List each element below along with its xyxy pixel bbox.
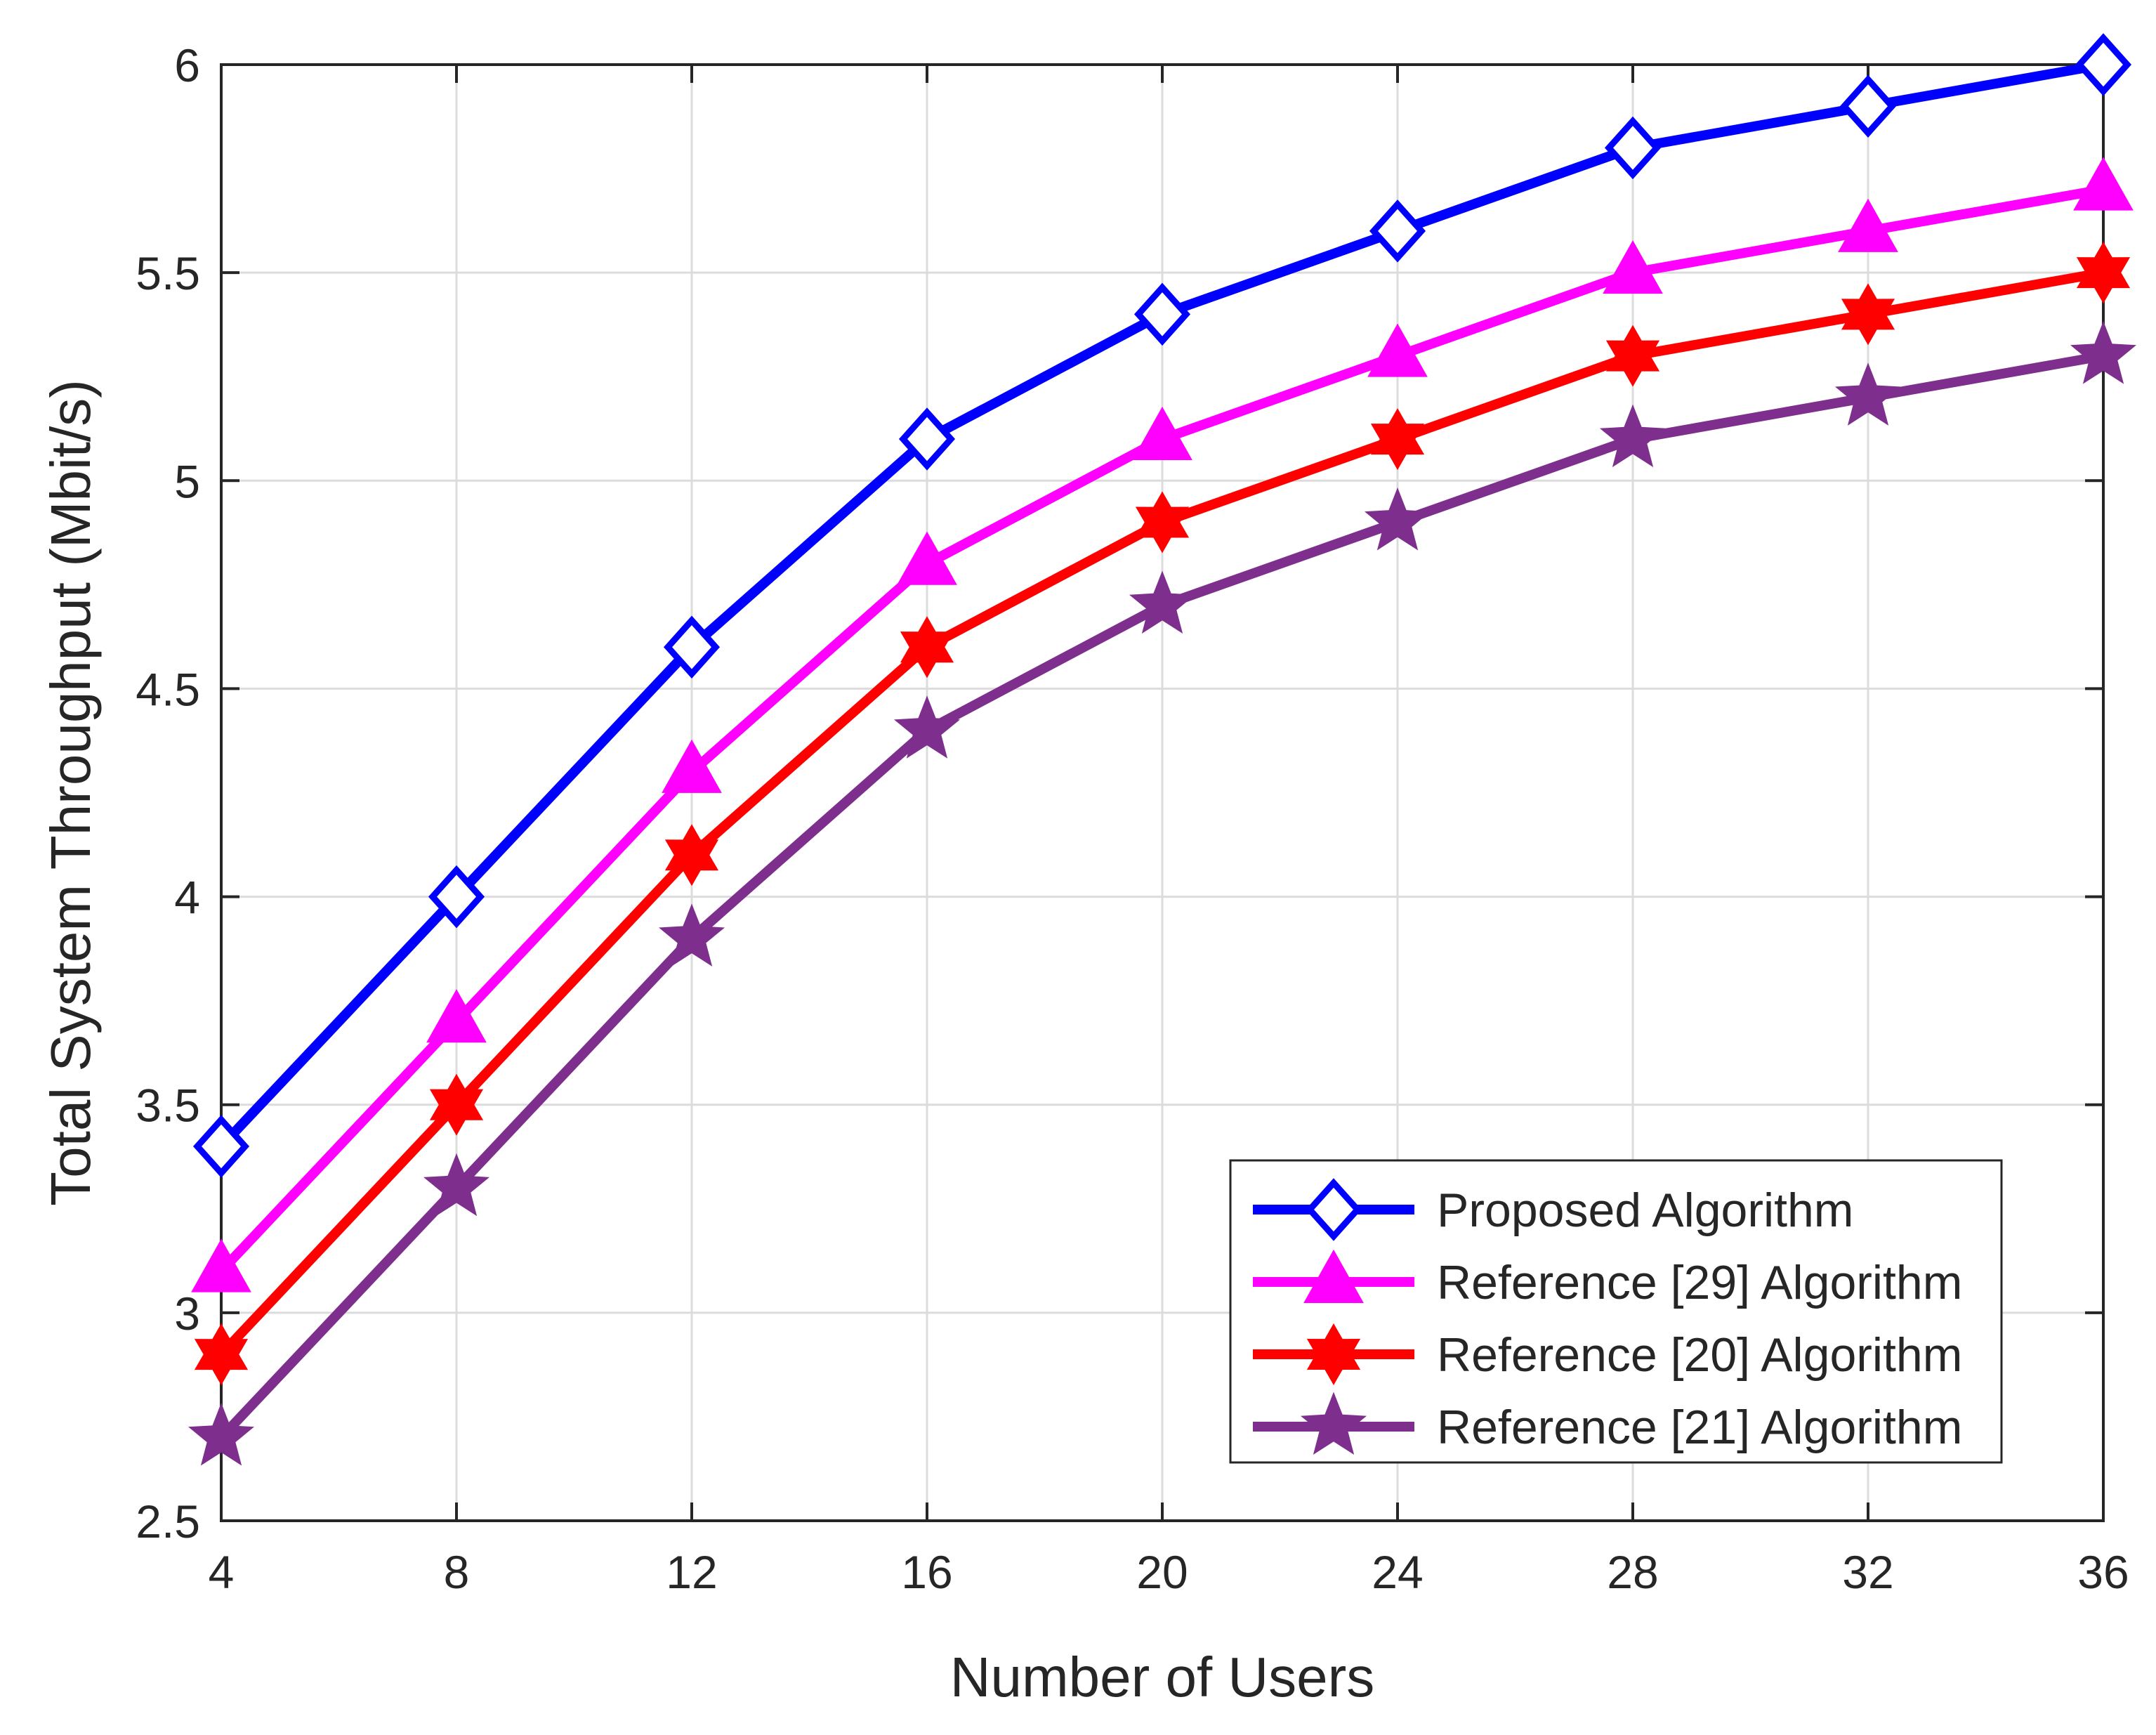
data-point-diamond bbox=[1839, 74, 1897, 138]
data-point-pentagram bbox=[2070, 321, 2137, 384]
data-point-diamond bbox=[1133, 282, 1191, 346]
x-tick-label: 4 bbox=[209, 1546, 235, 1598]
x-axis-label: Number of Users bbox=[950, 1646, 1375, 1708]
data-point-hexagram bbox=[1841, 283, 1895, 346]
data-point-diamond bbox=[1604, 116, 1662, 180]
data-point-triangle bbox=[2073, 157, 2134, 211]
legend-label: Reference [21] Algorithm bbox=[1437, 1401, 1962, 1454]
x-tick-label: 24 bbox=[1372, 1546, 1423, 1598]
data-point-diamond bbox=[898, 407, 956, 471]
data-point-hexagram bbox=[429, 1073, 484, 1136]
x-axis: 4 8 12 16 20 24 28 32 36 bbox=[209, 65, 2129, 1598]
x-tick-label: 32 bbox=[1842, 1546, 1893, 1598]
series-1 bbox=[192, 33, 2132, 1178]
data-point-pentagram bbox=[423, 1153, 490, 1217]
legend-entry: Reference [21] Algorithm bbox=[1253, 1392, 1962, 1455]
data-point-triangle bbox=[1367, 323, 1428, 377]
legend-entry: Reference [20] Algorithm bbox=[1253, 1323, 1962, 1386]
data-point-hexagram bbox=[1605, 325, 1660, 387]
data-point-hexagram bbox=[1370, 408, 1425, 471]
data-point-triangle bbox=[426, 989, 487, 1043]
data-point-triangle bbox=[191, 1238, 251, 1292]
data-point-pentagram bbox=[188, 1402, 255, 1466]
legend-marker-pentagram bbox=[1300, 1392, 1367, 1455]
x-tick-label: 36 bbox=[2077, 1546, 2129, 1598]
y-tick-label: 4 bbox=[174, 872, 200, 924]
data-point-hexagram bbox=[1135, 491, 1190, 554]
data-point-pentagram bbox=[658, 903, 725, 967]
data-point-hexagram bbox=[194, 1323, 249, 1386]
data-point-triangle bbox=[662, 739, 722, 793]
x-tick-label: 12 bbox=[666, 1546, 717, 1598]
y-tick-label: 4.5 bbox=[136, 663, 200, 715]
legend-marker-hexagram bbox=[1306, 1323, 1361, 1386]
x-tick-label: 16 bbox=[901, 1546, 952, 1598]
data-point-triangle bbox=[897, 531, 957, 585]
legend-entry: Reference [29] Algorithm bbox=[1253, 1249, 1962, 1309]
data-point-diamond bbox=[1369, 199, 1426, 263]
data-point-pentagram bbox=[1364, 487, 1431, 551]
series-4 bbox=[188, 321, 2137, 1466]
y-tick-label: 6 bbox=[174, 39, 200, 91]
series bbox=[188, 33, 2137, 1466]
data-point-diamond bbox=[2075, 33, 2132, 96]
series-2 bbox=[191, 157, 2134, 1292]
data-point-hexagram bbox=[2076, 242, 2131, 304]
data-point-diamond bbox=[192, 1115, 250, 1178]
data-point-pentagram bbox=[1834, 362, 1902, 426]
data-point-triangle bbox=[1603, 240, 1663, 294]
legend-marker-diamond bbox=[1305, 1178, 1362, 1241]
data-point-triangle bbox=[1838, 198, 1898, 252]
legend: Proposed Algorithm Reference [29] Algorit… bbox=[1229, 1159, 2003, 1464]
y-tick-label: 3 bbox=[174, 1288, 200, 1340]
data-point-diamond bbox=[663, 615, 721, 679]
data-point-hexagram bbox=[664, 824, 719, 886]
y-axis-label: Total System Throughput (Mbit/s) bbox=[39, 379, 102, 1206]
y-tick-label: 2.5 bbox=[136, 1495, 200, 1547]
data-point-pentagram bbox=[893, 695, 961, 759]
y-axis: 2.5 3 3.5 4 4.5 5 5.5 6 bbox=[136, 39, 2103, 1547]
data-point-diamond bbox=[428, 865, 485, 929]
y-tick-label: 3.5 bbox=[136, 1080, 200, 1132]
legend-label: Proposed Algorithm bbox=[1437, 1184, 1853, 1237]
x-tick-label: 20 bbox=[1136, 1546, 1188, 1598]
x-tick-label: 28 bbox=[1607, 1546, 1658, 1598]
data-point-pentagram bbox=[1129, 570, 1196, 634]
y-tick-label: 5 bbox=[174, 455, 200, 507]
legend-marker-triangle bbox=[1303, 1249, 1364, 1303]
x-tick-label: 8 bbox=[444, 1546, 470, 1598]
legend-label: Reference [20] Algorithm bbox=[1437, 1328, 1962, 1382]
series-3 bbox=[194, 242, 2131, 1386]
legend-label: Reference [29] Algorithm bbox=[1437, 1256, 1962, 1309]
data-point-hexagram bbox=[900, 616, 954, 679]
y-tick-label: 5.5 bbox=[136, 247, 200, 299]
data-point-triangle bbox=[1132, 406, 1192, 461]
legend-entry: Proposed Algorithm bbox=[1253, 1178, 1853, 1241]
data-point-pentagram bbox=[1599, 404, 1667, 468]
